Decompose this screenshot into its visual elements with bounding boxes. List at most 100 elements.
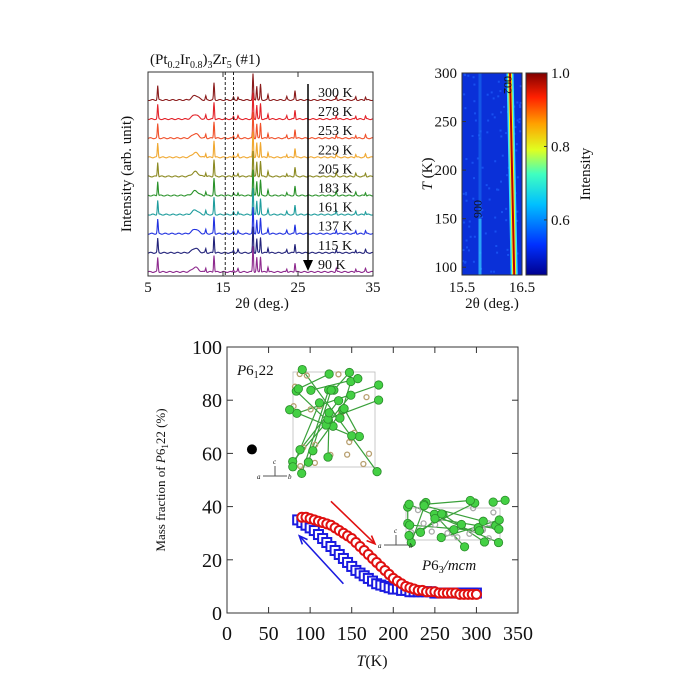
heatmap-noise [482, 167, 484, 169]
zr-atom [304, 458, 312, 466]
axis-c-label: c [273, 458, 277, 466]
zr-atom [296, 446, 304, 454]
x-tick-label: 50 [259, 623, 279, 645]
axis-a-label: a [378, 542, 382, 550]
heatmap-noise [515, 150, 517, 152]
heatmap-noise [500, 135, 502, 137]
heatmap-noise [473, 84, 475, 86]
y-tick-label: 20 [202, 550, 222, 572]
heatmap-noise [474, 112, 476, 114]
xrd-legend-label: 137 K [318, 220, 353, 235]
pt-ir-atom [491, 510, 496, 515]
heatmap-noise [469, 221, 471, 223]
heatmap-noise [494, 217, 496, 219]
heatmap-panel: 002006 10015020025030015.5 16.50.60.81.0 … [420, 66, 594, 312]
zr-atom [494, 538, 502, 546]
cooling-data-point [472, 590, 481, 599]
heatmap-noise [463, 93, 465, 95]
y-tick-label: 0 [212, 603, 222, 625]
zr-atom [489, 498, 497, 506]
heatmap-noise [463, 193, 465, 195]
peak-label-006: 006 [471, 200, 485, 218]
xrd-legend-label: 300 K [318, 86, 353, 101]
heatmap-noise [470, 236, 472, 238]
heatmap-noise [472, 162, 474, 164]
heatmap-noise [466, 239, 468, 241]
heatmap-noise [464, 262, 466, 264]
zr-atom [495, 525, 503, 533]
zr-atom [450, 525, 458, 533]
x-tick-label: 250 [420, 623, 450, 645]
x-tick-label: 15.5 [449, 280, 475, 296]
pt-ir-atom [336, 372, 341, 377]
xrd-xlabel: 2θ (deg.) [235, 296, 289, 312]
heatmap-noise [489, 199, 491, 201]
xrd-title: (Pt0.2Ir0.8)3Zr5 (#1) [150, 52, 260, 71]
zr-atom [416, 528, 424, 536]
heatmap-noise [473, 261, 475, 263]
pt-ir-atom [445, 531, 450, 536]
axis-c-label: c [394, 527, 398, 535]
heatmap-noise [520, 102, 522, 104]
mass-fraction-xlabel: T(K) [356, 653, 387, 670]
colorbar-label: Intensity [578, 147, 594, 200]
heatmap-noise [495, 231, 497, 233]
zr-atom [495, 516, 503, 524]
heatmap-noise [501, 211, 503, 213]
zr-atom [307, 386, 315, 394]
heatmap-noise [507, 249, 509, 251]
heatmap-noise [519, 130, 521, 132]
xrd-legend-label: 161 K [318, 201, 353, 216]
mass-fraction-panel: a b c a b c 0 50 100 150 200 250 300 350 0 20 40 60 80 100… [153, 337, 533, 670]
zr-atom [309, 447, 317, 455]
heatmap-noise [505, 132, 507, 134]
heatmap-noise [468, 249, 470, 251]
heatmap-noise [519, 106, 521, 108]
y-tick-label: 200 [435, 163, 458, 179]
xrd-legend-label: 205 K [318, 162, 353, 177]
heatmap-noise [465, 192, 467, 194]
zr-atom [327, 386, 335, 394]
zr-atom [405, 531, 413, 539]
zr-atom [315, 399, 323, 407]
y-tick-label: 100 [192, 337, 222, 359]
heatmap-noise [474, 236, 476, 238]
heatmap-noise [516, 102, 518, 104]
heatmap-noise [495, 245, 497, 247]
heatmap-noise [464, 73, 466, 75]
heatmap-noise [466, 200, 468, 202]
pt-ir-atom [429, 529, 434, 534]
heatmap-noise [518, 121, 520, 123]
heatmap-noise [514, 126, 516, 128]
heatmap-ylabel: T (K) [420, 158, 436, 191]
y-tick-label: 100 [435, 260, 458, 276]
heatmap-noise [500, 130, 502, 132]
zr-atom [355, 432, 363, 440]
pt-ir-atom [298, 464, 303, 469]
pt-ir-atom [361, 461, 366, 466]
heatmap-noise [503, 106, 505, 108]
heatmap-noise [488, 187, 490, 189]
heatmap-noise [475, 120, 477, 122]
zr-atom [466, 496, 474, 504]
heatmap-noise [485, 232, 487, 234]
heatmap-noise [491, 113, 493, 115]
y-tick-label: 40 [202, 497, 222, 519]
bond [424, 500, 470, 504]
heatmap-noise [493, 271, 495, 273]
colorbar-tick-label: 0.6 [551, 213, 570, 229]
zr-atom [289, 463, 297, 471]
zr-atom [405, 500, 413, 508]
heatmap-xlabel: 2θ (deg.) [465, 296, 519, 312]
zr-atom [475, 527, 483, 535]
phase-label-p6122: P6122 [236, 363, 274, 381]
xrd-ylabel: Intensity (arb. unit) [119, 116, 135, 232]
peak-label-002: 002 [501, 76, 515, 94]
y-tick-label: 80 [202, 390, 222, 412]
zr-atom [501, 496, 509, 504]
x-tick-label: 0 [222, 623, 232, 645]
heatmap-noise [473, 177, 475, 179]
x-tick-label: 5 [144, 280, 152, 296]
phase-label-p63mcm: P63/mcm [421, 558, 476, 576]
